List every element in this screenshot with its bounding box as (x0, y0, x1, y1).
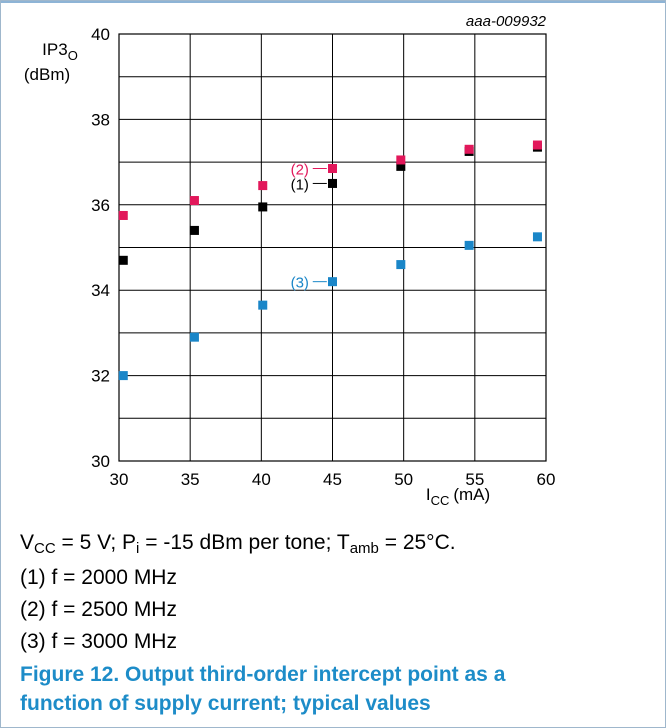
test-conditions: VCC = 5 V; Pi = -15 dBm per tone; Tamb =… (20, 528, 456, 558)
plot-border (118, 33, 547, 462)
y-tick-label: 40 (91, 25, 110, 44)
x-tick-label: 30 (110, 470, 129, 489)
note-2: (2) f = 2500 MHz (20, 598, 177, 621)
chart-grid (118, 33, 547, 462)
data-point-series-2 (396, 155, 406, 165)
cond-t-rest: = 25°C. (378, 531, 456, 554)
svg-text:ICC(mA): ICC (mA) (426, 485, 490, 508)
x-tick-label: 60 (537, 470, 556, 489)
y-tick-label: 30 (91, 452, 110, 471)
data-point-series-2 (189, 196, 199, 206)
note-1: (1) f = 2000 MHz (20, 566, 177, 589)
data-point-series-2 (258, 181, 268, 191)
data-point-series-3 (396, 260, 406, 270)
x-tick-label: 45 (323, 470, 342, 489)
data-point-series-1 (396, 161, 406, 171)
data-point-series-2 (328, 164, 337, 174)
series-label-1: (1) (291, 176, 309, 193)
y-axis-label-main: IP3 (42, 40, 68, 59)
series-label-2: (2) (291, 162, 309, 179)
data-point-series-3 (328, 277, 337, 287)
y-axis-label-sub: O (68, 48, 78, 63)
x-axis-label-sub: CC (431, 493, 450, 508)
x-tick-label: 35 (181, 470, 200, 489)
y-tick-label: 32 (91, 367, 110, 386)
x-tick-label: 55 (465, 470, 484, 489)
cond-v-sub: CC (34, 540, 56, 557)
series-label-3: (3) (291, 275, 309, 292)
x-tick-label: 50 (394, 470, 413, 489)
data-point-series-3 (258, 300, 268, 310)
y-axis-unit: (dBm) (24, 65, 70, 84)
data-point-series-3 (118, 371, 128, 381)
data-point-series-3 (189, 332, 199, 342)
data-point-series-3 (464, 240, 474, 250)
chart-axes (118, 33, 547, 462)
svg-text:IP3O: IP3O (42, 40, 78, 63)
cond-t-sub: amb (349, 540, 379, 557)
figure-title: Figure 12. Output third-order intercept … (20, 663, 506, 715)
data-point-series-3 (532, 232, 542, 242)
cond-v: V (20, 531, 35, 554)
y-tick-label: 38 (91, 110, 110, 129)
ip3-vs-icc-chart: 30 35 40 45 50 55 60 30 32 34 36 38 40 (1)(2) (3) aaa… (24, 13, 556, 508)
x-tick-label: 40 (252, 470, 271, 489)
cond-v-rest: = 5 V; P (55, 531, 137, 554)
y-axis-label: IP3O (dBm) (24, 40, 78, 84)
cond-p-sub: i (136, 540, 140, 557)
tick-labels: 30 35 40 45 50 55 60 30 32 34 36 38 40 (91, 25, 555, 489)
data-point-series-2 (118, 210, 128, 220)
note-3: (3) f = 3000 MHz (20, 630, 177, 653)
frame-top-rule (0, 0, 666, 3)
cond-p-rest: = -15 dBm per tone; T (139, 531, 350, 554)
x-axis-label-main: I (426, 485, 431, 504)
data-point-series-2 (532, 140, 542, 150)
y-tick-label: 36 (91, 196, 110, 215)
figure-id: aaa-009932 (466, 13, 547, 30)
data-point-series-1 (189, 225, 199, 235)
data-point-series-1 (118, 255, 128, 265)
data-point-series-1 (328, 178, 337, 188)
series-annotations: (1)(2) (3) (291, 162, 327, 292)
y-tick-label: 34 (91, 281, 110, 300)
data-point-series-1 (258, 202, 268, 212)
x-axis-label: ICC (mA) (426, 485, 490, 508)
x-axis-unit: (mA) (453, 485, 490, 504)
data-points (118, 140, 542, 381)
data-point-series-2 (464, 144, 474, 154)
